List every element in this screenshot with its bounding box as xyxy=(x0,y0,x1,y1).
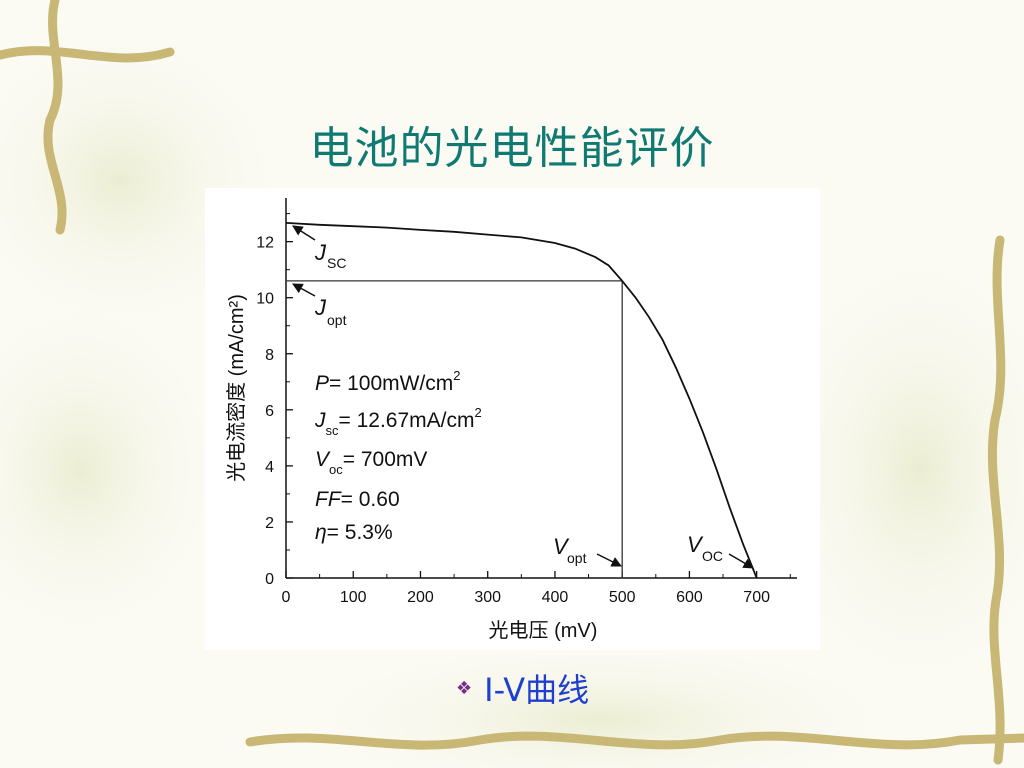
voc-arrow xyxy=(728,553,754,569)
bullet-text: I-V曲线 xyxy=(484,671,590,709)
x-tick-label: 700 xyxy=(743,589,770,606)
y-tick-label: 12 xyxy=(256,235,274,252)
param-jsc: Jsc= 12.67mA/cm2 xyxy=(314,405,482,438)
y-tick-label: 10 xyxy=(256,291,274,308)
x-tick-label: 0 xyxy=(282,589,291,606)
bullet-item: ❖ I-V曲线 xyxy=(456,666,589,710)
diamond-bullet-icon: ❖ xyxy=(456,677,473,699)
x-tick-label: 100 xyxy=(340,589,367,606)
jopt-label: J xyxy=(314,295,327,320)
param-power-sup: 2 xyxy=(453,368,460,383)
param-jsc-sup: 2 xyxy=(474,405,481,420)
vopt-label-sub: opt xyxy=(567,550,587,566)
jsc-label: J xyxy=(314,240,327,265)
param-voc-symbol: V xyxy=(315,448,331,471)
y-tick-label: 4 xyxy=(265,459,274,476)
param-voc: Voc= 700mV xyxy=(315,448,427,477)
jopt-label-sub: opt xyxy=(327,312,347,328)
x-tick-label: 300 xyxy=(474,589,501,606)
param-power-value: = 100mW/cm xyxy=(329,372,453,395)
param-jsc-sub: sc xyxy=(326,423,340,438)
y-tick-label: 8 xyxy=(265,347,274,364)
jopt-arrow xyxy=(292,283,316,297)
param-power: P= 100mW/cm2 xyxy=(315,368,461,395)
param-eta-symbol: η xyxy=(315,521,327,544)
jopt-annotation: J opt xyxy=(292,283,347,328)
jsc-annotation: J SC xyxy=(292,225,346,271)
param-ff: FF= 0.60 xyxy=(315,488,400,511)
x-tick-label: 200 xyxy=(407,589,434,606)
vopt-arrow xyxy=(596,553,622,567)
voc-label: V xyxy=(687,532,704,557)
vine-bottom xyxy=(245,731,1024,750)
x-tick-label: 500 xyxy=(609,589,636,606)
parameter-block: P= 100mW/cm2 Jsc= 12.67mA/cm2 Voc= 700mV… xyxy=(314,368,482,544)
voc-annotation: V OC xyxy=(687,532,754,569)
y-axis-label: 光电流密度 (mA/cm²) xyxy=(225,294,248,482)
y-tick-label: 0 xyxy=(265,571,274,588)
x-tick-label: 400 xyxy=(542,589,569,606)
param-ff-value: = 0.60 xyxy=(341,488,400,511)
vopt-label: V xyxy=(553,534,570,559)
x-axis-label: 光电压 (mV) xyxy=(489,619,598,642)
vopt-annotation: V opt xyxy=(553,534,622,567)
y-tick-label: 2 xyxy=(265,515,274,532)
param-jsc-symbol: J xyxy=(314,409,326,432)
y-tick-label: 6 xyxy=(265,403,274,420)
param-voc-sub: oc xyxy=(329,462,343,477)
slide-title: 电池的光电性能评价 xyxy=(309,123,715,174)
param-eta-value: = 5.3% xyxy=(327,521,393,544)
param-jsc-value: = 12.67mA/cm xyxy=(339,409,475,432)
param-eta: η= 5.3% xyxy=(315,521,393,544)
flower-shadow-left xyxy=(0,300,220,640)
vine-right xyxy=(987,235,1006,765)
jsc-arrow xyxy=(292,225,316,241)
jsc-label-sub: SC xyxy=(327,255,346,271)
iv-curve-line-0 xyxy=(285,222,758,579)
flower-shadow-bottom xyxy=(300,640,900,768)
x-tick-label: 600 xyxy=(676,589,703,606)
param-ff-symbol: FF xyxy=(315,488,342,511)
iv-chart: 0 100 200 300 400 500 600 700 0 2 4 6 8 10 12 光电压 (mV)… xyxy=(225,198,797,642)
iv-curve-figure: 0 100 200 300 400 500 600 700 0 2 4 6 8 10 12 光电压 (mV)… xyxy=(205,188,820,650)
param-power-symbol: P xyxy=(315,372,329,395)
param-voc-value: = 700mV xyxy=(343,448,428,471)
vine-top-left xyxy=(0,0,175,235)
voc-label-sub: OC xyxy=(702,548,723,564)
flower-shadow-right xyxy=(770,250,1024,690)
